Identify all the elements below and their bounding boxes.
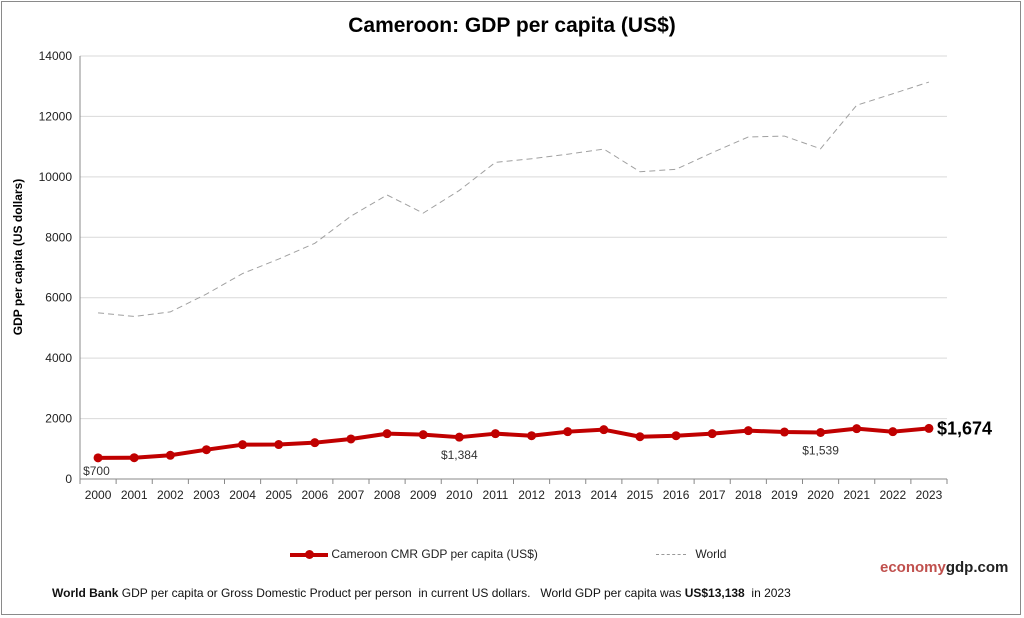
x-tick-label: 2022 [879, 488, 906, 502]
series-line-cameroon [98, 426, 930, 460]
x-tick-label: 2018 [735, 488, 762, 502]
data-point-cameroon [563, 427, 573, 437]
x-tick-label: 2003 [193, 488, 220, 502]
data-point-cameroon [599, 425, 609, 435]
x-tick-label: 2000 [85, 488, 112, 502]
x-tick-label: 2013 [554, 488, 581, 502]
footnote: World Bank GDP per capita or Gross Domes… [52, 586, 791, 600]
y-tick-label: 8000 [45, 230, 72, 244]
data-label: $1,539 [802, 444, 839, 458]
x-tick-label: 2017 [699, 488, 726, 502]
x-tick-label: 2006 [301, 488, 328, 502]
data-point-cameroon [310, 438, 320, 448]
data-point-cameroon [635, 432, 645, 442]
data-point-cameroon [743, 426, 753, 436]
data-point-cameroon [418, 430, 428, 440]
x-tick-label: 2002 [157, 488, 184, 502]
data-label-emphasis: $1,674 [937, 418, 992, 438]
x-tick-label: 2009 [410, 488, 437, 502]
y-tick-label: 4000 [45, 351, 72, 365]
x-tick-label: 2005 [265, 488, 292, 502]
y-tick-label: 2000 [45, 412, 72, 426]
y-tick-label: 6000 [45, 291, 72, 305]
data-point-cameroon [165, 450, 175, 460]
data-point-cameroon [707, 429, 717, 439]
y-tick-label: 12000 [39, 109, 73, 123]
legend-marker-cameroon [290, 549, 328, 559]
data-point-cameroon [201, 445, 211, 455]
legend-marker-world [656, 554, 686, 556]
data-point-cameroon [274, 440, 284, 450]
legend-item-cameroon: Cameroon CMR GDP per capita (US$) [290, 547, 538, 561]
x-tick-label: 2011 [483, 488, 509, 502]
y-tick-label: 10000 [39, 170, 73, 184]
legend-label-cameroon: Cameroon CMR GDP per capita (US$) [331, 547, 538, 561]
x-tick-label: 2021 [843, 488, 870, 502]
y-tick-label: 14000 [39, 49, 73, 63]
brand-logo: economygdp.com [880, 559, 1009, 576]
x-tick-label: 2010 [446, 488, 473, 502]
x-tick-label: 2020 [807, 488, 834, 502]
x-tick-label: 2001 [121, 488, 148, 502]
data-point-cameroon [779, 427, 789, 437]
x-tick-label: 2016 [663, 488, 690, 502]
data-point-cameroon [852, 424, 862, 434]
data-point-cameroon [490, 429, 500, 439]
data-point-cameroon [671, 431, 681, 441]
data-label: $700 [83, 464, 110, 478]
chart-title: Cameroon: GDP per capita (US$) [348, 14, 676, 37]
x-tick-label: 2019 [771, 488, 798, 502]
data-point-cameroon [816, 428, 826, 438]
x-tick-label: 2023 [916, 488, 943, 502]
x-tick-label: 2012 [518, 488, 545, 502]
data-label: $1,384 [441, 448, 478, 462]
data-point-cameroon [129, 453, 139, 463]
y-tick-label: 0 [65, 472, 72, 486]
data-point-cameroon [238, 440, 248, 450]
legend-label-world: World [695, 547, 727, 561]
data-point-cameroon [346, 434, 356, 444]
data-point-cameroon [454, 432, 464, 442]
data-point-cameroon [382, 429, 392, 439]
x-tick-label: 2014 [590, 488, 617, 502]
data-point-cameroon [527, 431, 537, 441]
series-line-world [98, 81, 930, 317]
data-point-cameroon [93, 453, 103, 463]
x-tick-label: 2015 [627, 488, 654, 502]
x-tick-label: 2007 [338, 488, 365, 502]
data-point-cameroon [888, 427, 898, 437]
data-point-cameroon [924, 423, 934, 433]
legend-item-world: World [656, 547, 726, 561]
x-tick-label: 2004 [229, 488, 256, 502]
x-tick-label: 2008 [374, 488, 401, 502]
